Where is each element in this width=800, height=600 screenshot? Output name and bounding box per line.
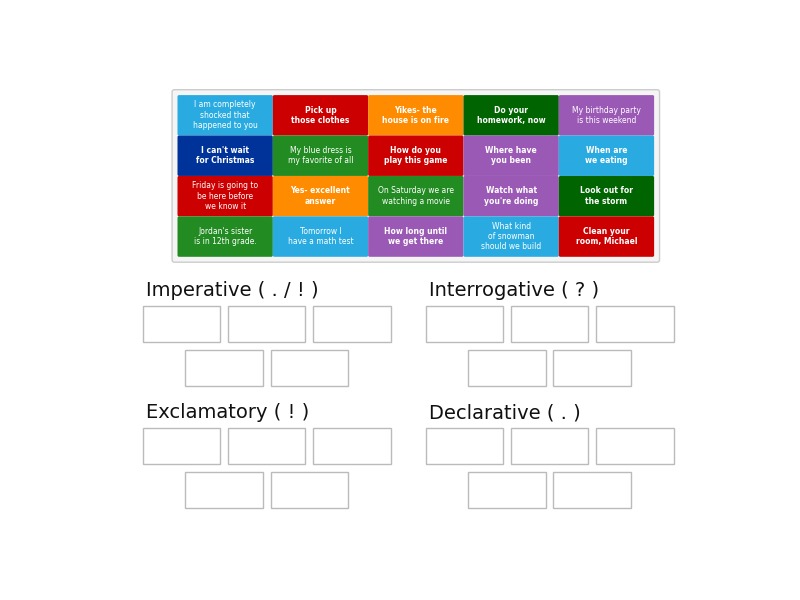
Text: Yikes- the
house is on fire: Yikes- the house is on fire xyxy=(382,106,450,125)
Text: Yes- excellent
answer: Yes- excellent answer xyxy=(290,187,350,206)
FancyBboxPatch shape xyxy=(313,428,390,464)
FancyBboxPatch shape xyxy=(186,472,262,508)
FancyBboxPatch shape xyxy=(178,95,273,136)
FancyBboxPatch shape xyxy=(273,176,368,217)
FancyBboxPatch shape xyxy=(273,136,368,176)
Text: Pick up
those clothes: Pick up those clothes xyxy=(291,106,350,125)
Text: Imperative ( . / ! ): Imperative ( . / ! ) xyxy=(146,281,319,301)
Text: Watch what
you're doing: Watch what you're doing xyxy=(484,187,538,206)
Text: Look out for
the storm: Look out for the storm xyxy=(580,187,633,206)
Text: How do you
play this game: How do you play this game xyxy=(384,146,447,166)
Text: My birthday party
is this weekend: My birthday party is this weekend xyxy=(572,106,641,125)
FancyBboxPatch shape xyxy=(468,350,546,386)
FancyBboxPatch shape xyxy=(368,136,463,176)
Text: Do your
homework, now: Do your homework, now xyxy=(477,106,546,125)
FancyBboxPatch shape xyxy=(463,217,558,257)
Text: When are
we eating: When are we eating xyxy=(585,146,628,166)
FancyBboxPatch shape xyxy=(178,176,273,217)
FancyBboxPatch shape xyxy=(313,306,390,342)
FancyBboxPatch shape xyxy=(558,217,654,257)
Text: Clean your
room, Michael: Clean your room, Michael xyxy=(576,227,638,246)
Text: On Saturday we are
watching a movie: On Saturday we are watching a movie xyxy=(378,187,454,206)
FancyBboxPatch shape xyxy=(368,95,463,136)
Text: What kind
of snowman
should we build: What kind of snowman should we build xyxy=(481,221,542,251)
FancyBboxPatch shape xyxy=(186,350,262,386)
FancyBboxPatch shape xyxy=(554,350,631,386)
FancyBboxPatch shape xyxy=(273,217,368,257)
Text: Where have
you been: Where have you been xyxy=(486,146,537,166)
FancyBboxPatch shape xyxy=(468,472,546,508)
FancyBboxPatch shape xyxy=(463,176,558,217)
Text: Tomorrow I
have a math test: Tomorrow I have a math test xyxy=(288,227,354,246)
FancyBboxPatch shape xyxy=(172,90,659,262)
FancyBboxPatch shape xyxy=(270,350,348,386)
FancyBboxPatch shape xyxy=(273,95,368,136)
FancyBboxPatch shape xyxy=(463,136,558,176)
Text: Declarative ( . ): Declarative ( . ) xyxy=(430,403,581,422)
FancyBboxPatch shape xyxy=(142,306,220,342)
FancyBboxPatch shape xyxy=(368,217,463,257)
FancyBboxPatch shape xyxy=(596,306,674,342)
Text: Interrogative ( ? ): Interrogative ( ? ) xyxy=(430,281,599,301)
FancyBboxPatch shape xyxy=(426,306,503,342)
FancyBboxPatch shape xyxy=(228,428,306,464)
FancyBboxPatch shape xyxy=(510,306,588,342)
FancyBboxPatch shape xyxy=(510,428,588,464)
FancyBboxPatch shape xyxy=(558,136,654,176)
FancyBboxPatch shape xyxy=(228,306,306,342)
Text: My blue dress is
my favorite of all: My blue dress is my favorite of all xyxy=(288,146,354,166)
FancyBboxPatch shape xyxy=(142,428,220,464)
FancyBboxPatch shape xyxy=(554,472,631,508)
FancyBboxPatch shape xyxy=(463,95,558,136)
Text: Friday is going to
be here before
we know it: Friday is going to be here before we kno… xyxy=(192,181,258,211)
FancyBboxPatch shape xyxy=(558,95,654,136)
Text: I can't wait
for Christmas: I can't wait for Christmas xyxy=(196,146,254,166)
Text: I am completely
shocked that
happened to you: I am completely shocked that happened to… xyxy=(193,100,258,130)
FancyBboxPatch shape xyxy=(178,136,273,176)
FancyBboxPatch shape xyxy=(426,428,503,464)
FancyBboxPatch shape xyxy=(368,176,463,217)
FancyBboxPatch shape xyxy=(596,428,674,464)
FancyBboxPatch shape xyxy=(178,217,273,257)
Text: Jordan's sister
is in 12th grade.: Jordan's sister is in 12th grade. xyxy=(194,227,257,246)
FancyBboxPatch shape xyxy=(270,472,348,508)
Text: Exclamatory ( ! ): Exclamatory ( ! ) xyxy=(146,403,310,422)
FancyBboxPatch shape xyxy=(558,176,654,217)
Text: How long until
we get there: How long until we get there xyxy=(384,227,447,246)
